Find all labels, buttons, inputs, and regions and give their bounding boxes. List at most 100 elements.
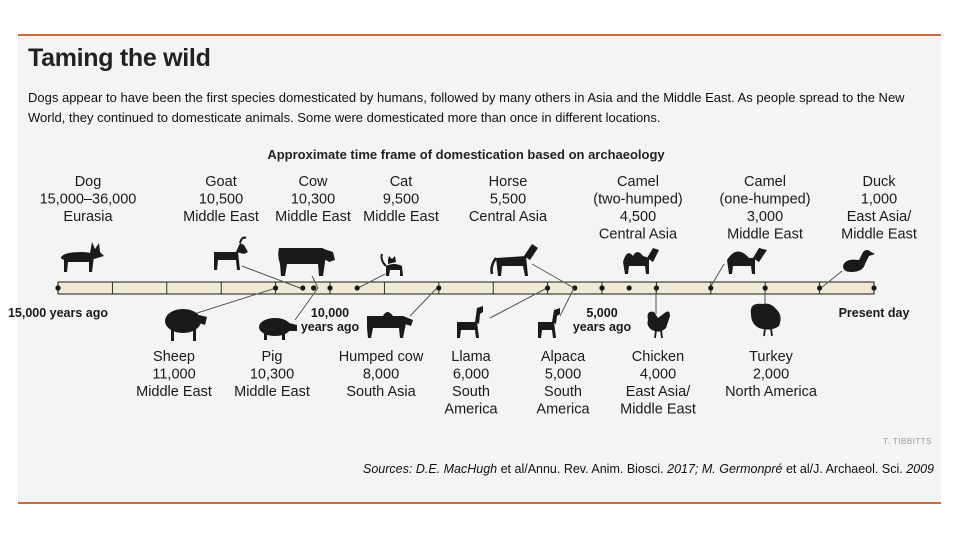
animal-label-line: 1,000 — [861, 192, 897, 208]
content-panel — [18, 36, 941, 502]
animal-label-line: Camel — [617, 174, 659, 190]
diagram-subtitle: Approximate time frame of domestication … — [267, 147, 665, 162]
timeline-dot — [55, 285, 61, 291]
timeline-dot — [436, 285, 442, 291]
alpaca-neck — [552, 308, 560, 324]
sheep-leg — [171, 329, 174, 341]
animal-label-line: Middle East — [727, 227, 803, 243]
axis-label-3-line-0: Present day — [839, 306, 910, 320]
page-title: Taming the wild — [28, 44, 211, 72]
connector-line — [709, 263, 725, 289]
animal-label-line: Middle East — [620, 402, 696, 418]
cat-body — [386, 264, 403, 276]
sources-label: Sources: — [363, 462, 413, 476]
animal-label-line: 5,500 — [490, 192, 526, 208]
goat-head — [236, 243, 248, 254]
chicken-icon — [647, 311, 670, 339]
animal-label-line: East Asia/ — [626, 384, 691, 400]
goat-body — [214, 252, 240, 270]
camel-body — [623, 252, 649, 274]
pig-snout — [289, 323, 297, 331]
timeline-dot — [311, 285, 317, 291]
connector-line — [241, 265, 301, 289]
connector-line — [531, 263, 575, 289]
timeline-dot — [273, 285, 279, 291]
animal-label-line: Alpaca — [541, 349, 586, 365]
bottom-rule — [18, 502, 941, 504]
animal-label-line: 10,300 — [291, 192, 335, 208]
axis-label-2-line-0: 5,000 — [586, 306, 617, 320]
camel-neck — [647, 248, 659, 262]
timeline-dot — [708, 285, 714, 291]
dog-icon — [60, 242, 104, 272]
camel-neck — [753, 248, 767, 262]
animal-label-line: Humped cow — [339, 349, 424, 365]
llama-neck — [475, 306, 483, 324]
animal-label-line: South — [452, 384, 490, 400]
timeline-dot — [300, 285, 306, 291]
animal-label-line: 3,000 — [747, 209, 783, 225]
top-rule — [18, 34, 941, 36]
source-b-journal: et al/J. Archaeol. Sci. — [785, 462, 903, 476]
animal-label-line: 4,000 — [640, 367, 676, 383]
animal-label-line: 15,000–36,000 — [40, 192, 137, 208]
camel-one-humped--entry: Camel (one-humped)3,000 Middle East — [708, 174, 811, 291]
animal-label-line: North America — [725, 384, 818, 400]
goat-icon — [214, 236, 248, 270]
animal-label-line: Turkey — [749, 349, 794, 365]
animal-label-line: Pig — [262, 349, 283, 365]
sheep-wool — [165, 309, 201, 333]
sources-line: Sources: D.E. MacHugh et al/Annu. Rev. A… — [363, 462, 934, 476]
animal-label-line: Goat — [205, 174, 236, 190]
dog-head — [90, 242, 104, 259]
chicken-legs — [654, 329, 663, 339]
cow-body — [278, 248, 326, 276]
sheep-icon — [165, 309, 207, 341]
animal-label-line: 10,300 — [250, 367, 294, 383]
animal-label-line: 4,500 — [620, 209, 656, 225]
axis-label-1-line-0: 10,000 — [311, 306, 349, 320]
alpaca-body — [538, 322, 556, 338]
animal-label-line: Middle East — [363, 209, 439, 225]
sheep-leg — [193, 329, 196, 341]
animal-label-line: Dog — [75, 174, 102, 190]
connector-line — [559, 287, 575, 317]
animal-label-line: Sheep — [153, 349, 195, 365]
animal-label-line: East Asia/ — [847, 209, 912, 225]
axis-marker-dot — [871, 285, 877, 291]
cat-head — [388, 256, 396, 264]
animal-label-line: Central Asia — [599, 227, 678, 243]
chicken-body — [647, 311, 670, 332]
animal-label-line: 11,000 — [152, 367, 195, 383]
timeline-dot — [653, 285, 660, 291]
cow-icon — [278, 248, 335, 276]
animal-label-line: Chicken — [632, 349, 684, 365]
horse-icon — [490, 244, 538, 276]
animal-label-line: 2,000 — [753, 367, 789, 383]
turkey-legs — [763, 327, 773, 337]
camel-two-humped--entry: Camel (two-humped)4,500 Central Asia — [593, 174, 683, 291]
animal-label-line: South Asia — [346, 384, 416, 400]
llama-body — [457, 322, 479, 338]
turkey-body — [750, 303, 781, 330]
animal-label-line: South — [544, 384, 582, 400]
source-a-journal: et al/Annu. Rev. Anim. Biosci. — [500, 462, 664, 476]
llama-icon — [457, 306, 483, 338]
humped-cow-head — [403, 316, 413, 326]
connector-line — [489, 287, 548, 319]
timeline-dot — [626, 285, 632, 291]
source-a-year: 2017; — [667, 462, 699, 476]
pig-leg — [282, 333, 285, 340]
connector-line — [409, 287, 438, 317]
animal-label-line: (one-humped) — [719, 192, 810, 208]
